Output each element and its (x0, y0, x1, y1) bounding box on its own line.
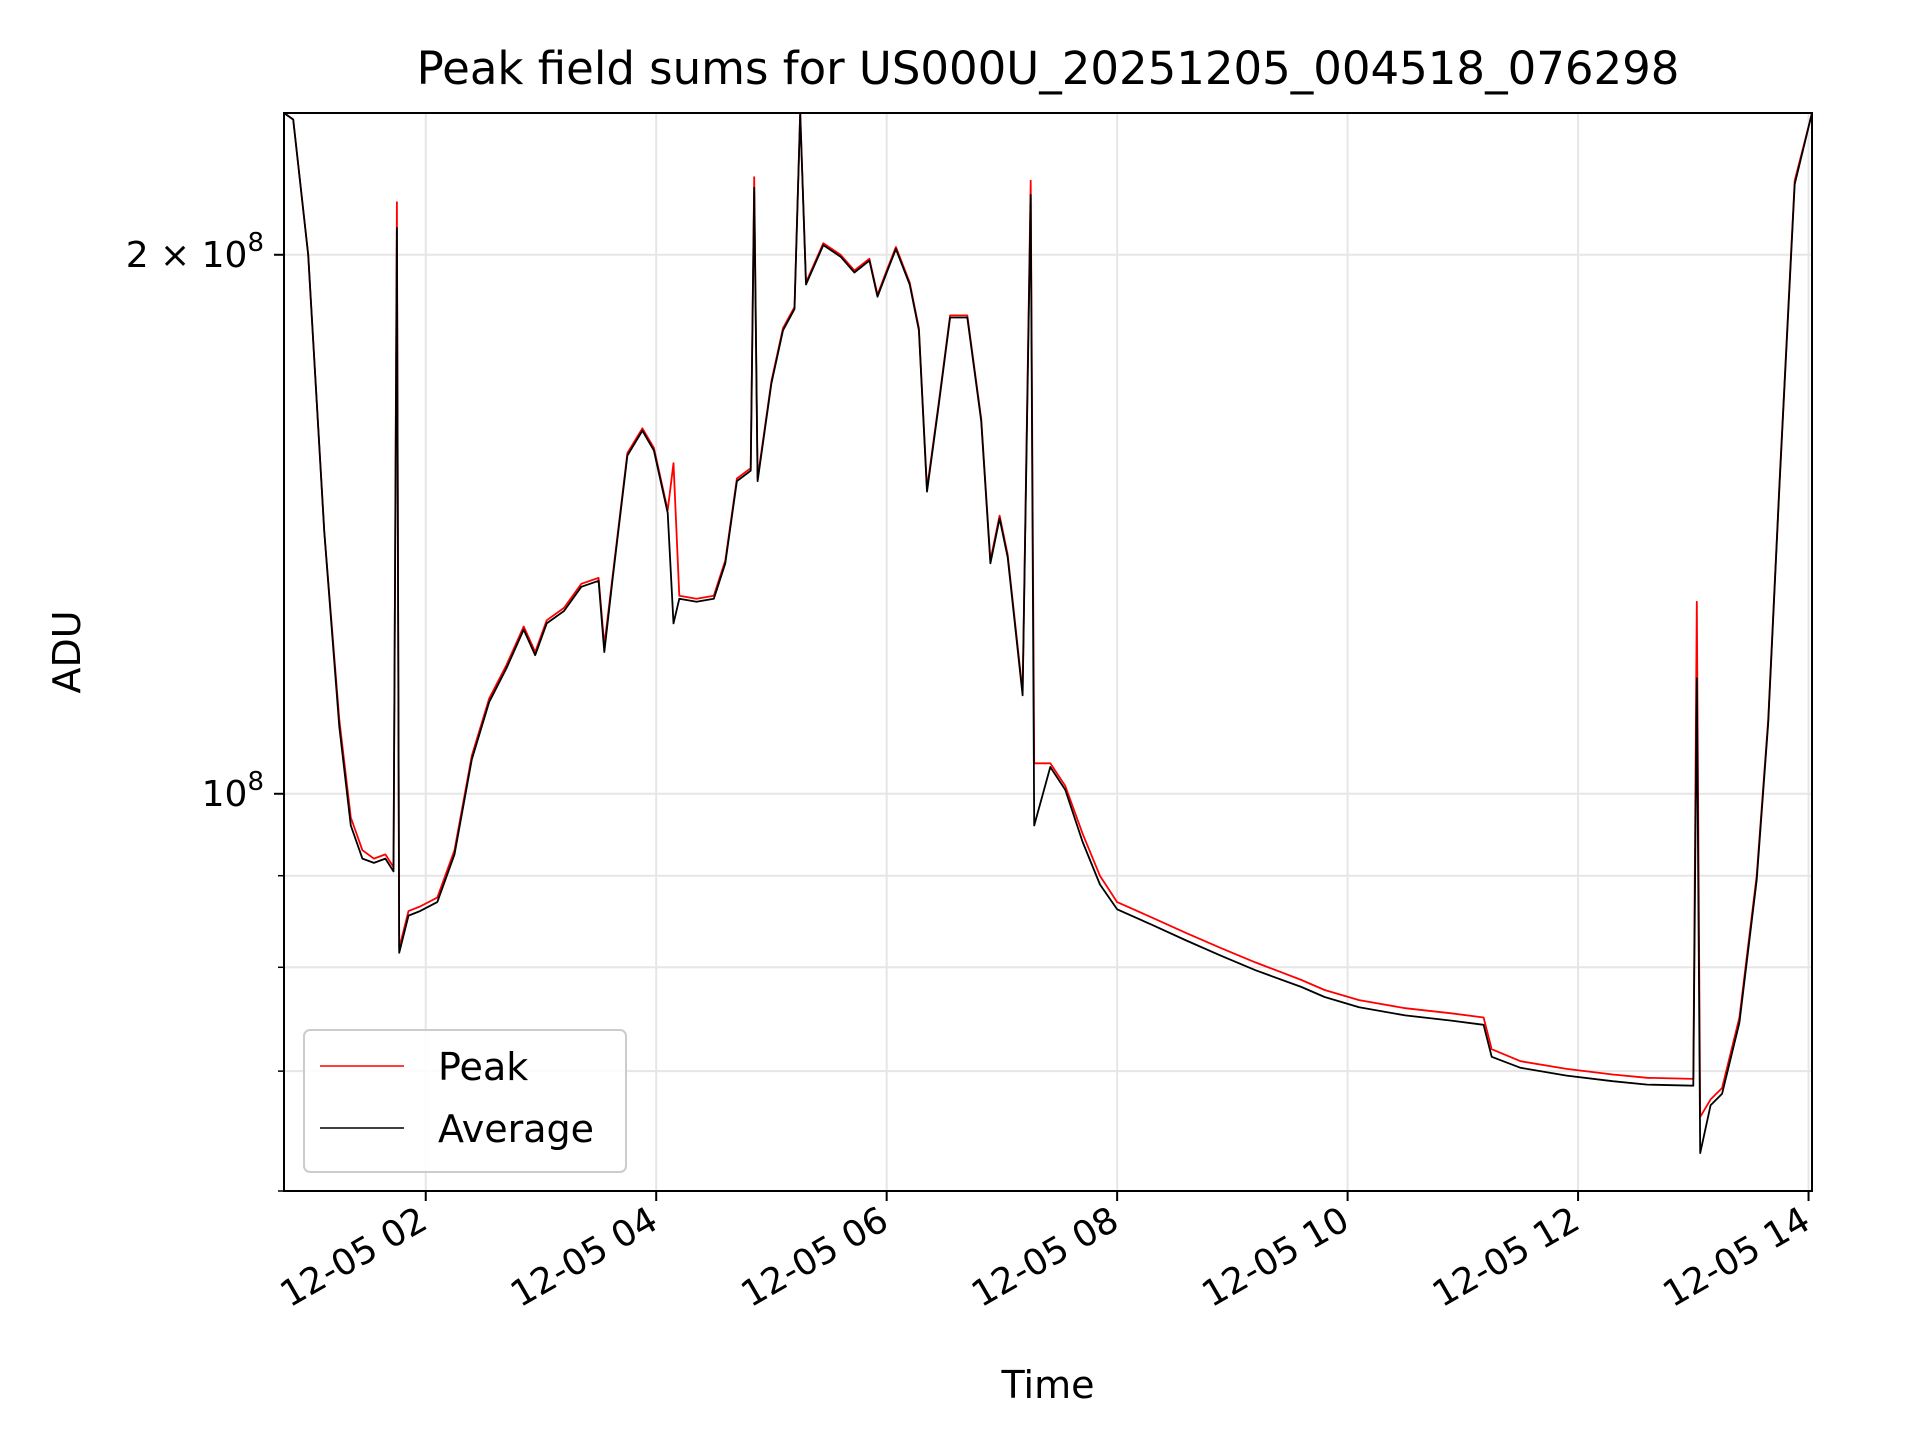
x-tick-label: 12-05 12 (1426, 1199, 1587, 1315)
x-tick-label: 12-05 14 (1656, 1199, 1817, 1315)
series-lines (284, 113, 1812, 1154)
series-line-average (284, 113, 1812, 1154)
x-tick-label: 12-05 08 (965, 1199, 1126, 1315)
y-tick-label: 2 × 108 (126, 228, 264, 276)
chart-title: Peak field sums for US000U_20251205_0045… (417, 42, 1680, 95)
y-tick-label: 108 (202, 767, 264, 815)
legend: Peak Average (303, 1029, 627, 1173)
x-tick-label: 12-05 06 (734, 1199, 895, 1315)
legend-label-average: Average (438, 1107, 594, 1151)
x-tick-label: 12-05 10 (1195, 1199, 1356, 1315)
x-tick-label: 12-05 02 (274, 1199, 435, 1315)
x-tick-label: 12-05 04 (504, 1199, 665, 1315)
y-axis-ticks: 108 2 × 108 (126, 228, 284, 1192)
grid (284, 113, 1812, 1192)
x-axis-ticks: 12-05 02 12-05 04 12-05 06 12-05 08 12-05 10… (274, 1191, 1817, 1316)
y-axis-label: ADU (45, 610, 89, 693)
x-axis-label: Time (1001, 1363, 1095, 1407)
legend-label-peak: Peak (438, 1045, 528, 1089)
plot-frame (283, 112, 1813, 1192)
